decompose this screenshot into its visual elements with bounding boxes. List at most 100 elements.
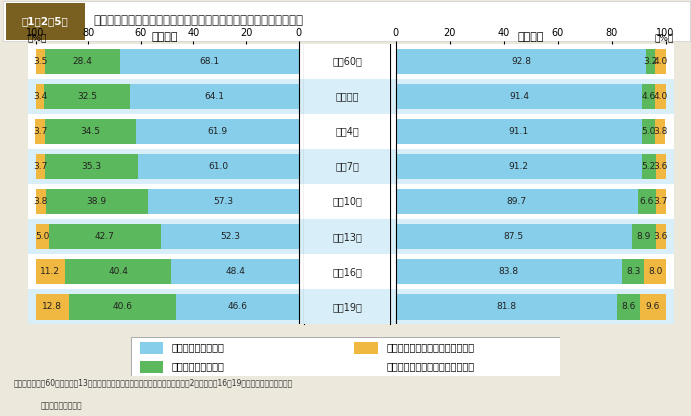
Bar [28,184,304,219]
Text: 8.0: 8.0 [648,267,662,276]
Text: 5.0: 5.0 [641,127,656,136]
Bar [640,294,665,319]
Text: 57.3: 57.3 [214,197,234,206]
Bar [304,184,390,219]
Text: 38.9: 38.9 [86,197,107,206]
Text: （%）: （%） [654,33,674,42]
Bar [35,119,45,144]
Text: 42.7: 42.7 [95,232,115,241]
Bar [304,149,390,184]
Text: 89.7: 89.7 [507,197,527,206]
Text: 正規の職員・従業者: 正規の職員・従業者 [172,343,225,353]
Text: 8.9: 8.9 [636,232,651,241]
Bar [46,189,148,214]
Text: 平抄7年: 平抄7年 [335,161,359,171]
Text: その他（労働者派遣事業者の派遣: その他（労働者派遣事業者の派遣 [386,343,474,353]
Text: 5.2: 5.2 [642,162,656,171]
Bar [354,342,377,354]
Text: 昭和60年: 昭和60年 [332,56,362,66]
Bar [28,290,304,324]
Text: 68.1: 68.1 [199,57,219,66]
Bar [28,79,304,114]
Text: 3.7: 3.7 [654,197,668,206]
Bar [35,224,48,249]
Text: 社員，契約社員・嘱託，その他）: 社員，契約社員・嘱託，その他） [386,362,474,371]
Text: 61.9: 61.9 [207,127,227,136]
Bar [46,154,138,179]
Bar [390,219,674,254]
Text: 4.6: 4.6 [641,92,656,101]
Bar [622,259,644,285]
Text: 34.5: 34.5 [80,127,100,136]
Bar [35,294,69,319]
Text: 平抄19年: 平抄19年 [332,302,362,312]
Bar [390,254,674,290]
Bar [44,84,130,109]
Bar [655,49,665,74]
Bar [35,259,65,285]
Text: 83.8: 83.8 [499,267,519,276]
Bar [35,49,45,74]
Bar [45,49,120,74]
Text: 6.6: 6.6 [640,197,654,206]
Text: パート・アルバイト: パート・アルバイト [172,362,225,371]
Text: 3.4: 3.4 [33,92,47,101]
Text: 46.6: 46.6 [227,302,247,312]
Text: 第1－2－5図: 第1－2－5図 [21,16,68,26]
Bar [390,184,674,219]
Bar [65,259,171,285]
Bar [304,254,390,290]
Bar [646,49,655,74]
Text: 〈男性〉: 〈男性〉 [518,32,544,42]
Bar [28,219,304,254]
Bar [45,119,136,144]
Bar [171,259,299,285]
Text: 28.4: 28.4 [72,57,92,66]
Text: 40.4: 40.4 [108,267,128,276]
Text: 平成元年: 平成元年 [335,92,359,102]
Text: 35.3: 35.3 [82,162,102,171]
Text: 4.0: 4.0 [653,57,668,66]
Text: 〈女性〉: 〈女性〉 [151,32,178,42]
Text: 平抄16年: 平抄16年 [332,267,362,277]
Bar [396,84,643,109]
Text: 32.5: 32.5 [77,92,97,101]
Text: 4.0: 4.0 [653,92,668,101]
Text: 8.3: 8.3 [626,267,641,276]
Text: 3.7: 3.7 [33,127,47,136]
Text: 雇用形態別にみた役員を除く雇用者（非農林業）の構成割合の推移: 雇用形態別にみた役員を除く雇用者（非農林業）の構成割合の推移 [93,15,303,27]
Bar [642,154,656,179]
Text: 3.8: 3.8 [33,197,48,206]
Bar [656,224,665,249]
Bar [632,224,656,249]
Bar [48,224,161,249]
Bar [6,2,85,40]
Text: 91.1: 91.1 [509,127,529,136]
Bar [69,294,176,319]
Text: （%）: （%） [28,33,47,42]
Bar [390,44,674,79]
Text: 40.6: 40.6 [113,302,133,312]
Bar [390,79,674,114]
Text: 3.2: 3.2 [643,57,658,66]
Bar [28,114,304,149]
Text: 87.5: 87.5 [504,232,524,241]
Bar [390,149,674,184]
Text: 8.6: 8.6 [621,302,635,312]
Bar [28,254,304,290]
Bar [616,294,640,319]
Bar [396,189,638,214]
Text: 集計）」より作成。: 集計）」より作成。 [41,402,82,411]
Text: 3.6: 3.6 [654,162,668,171]
Text: 52.3: 52.3 [220,232,240,241]
Text: 3.8: 3.8 [653,127,668,136]
Bar [643,84,655,109]
Text: 81.8: 81.8 [496,302,516,312]
Bar [396,259,622,285]
Text: 3.6: 3.6 [654,232,668,241]
Text: 61.0: 61.0 [209,162,229,171]
Bar [35,189,46,214]
Bar [35,154,46,179]
Bar [28,44,304,79]
Bar [304,79,390,114]
